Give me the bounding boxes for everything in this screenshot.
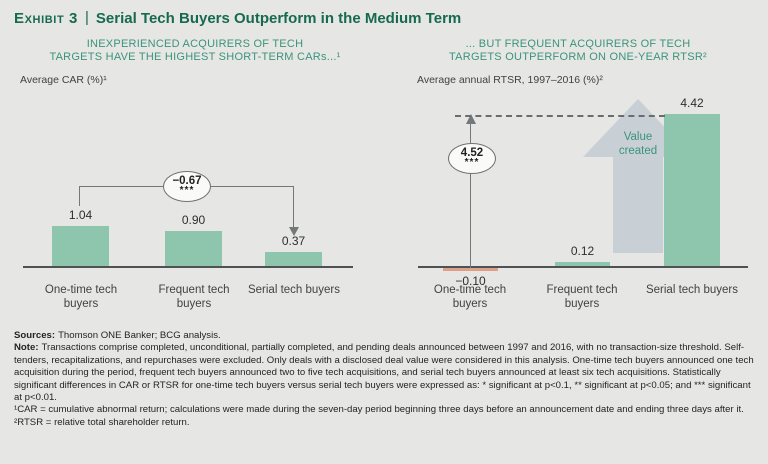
left-chart-panel: INEXPERIENCED ACQUIRERS OF TECH TARGETS … — [14, 34, 376, 324]
footnote-rtsr: ²RTSR = relative total shareholder retur… — [14, 416, 190, 428]
right-chart-subtitle: ... BUT FREQUENT ACQUIRERS OF TECH TARGE… — [400, 38, 756, 64]
bar-slot-frequent: 0.12 — [555, 116, 610, 266]
right-category-labels: One-time tech buyers Frequent tech buyer… — [400, 284, 756, 318]
significance-line — [470, 121, 471, 268]
bar-value-label: 1.04 — [68, 208, 93, 222]
bracket-stub-right — [293, 186, 294, 228]
bar-serial-tech-buyers — [265, 252, 322, 266]
footnote-car: ¹CAR = cumulative abnormal return; calcu… — [14, 404, 744, 416]
bar-slot-serial: 0.37 — [265, 116, 322, 266]
bracket-stub-left — [79, 186, 80, 206]
note-text: Transactions comprise completed, uncondi… — [14, 342, 754, 404]
left-chart-plot: −0.67 *** 1.04 0.90 0.37 — [23, 116, 353, 268]
value-created-label: Value created — [618, 131, 658, 157]
significance-stars: *** — [179, 185, 195, 196]
sources-line: Sources: Thomson ONE Banker; BCG analysis… — [14, 330, 756, 342]
category-one-time: One-time tech buyers — [433, 284, 507, 310]
bar-serial-tech-buyers — [664, 114, 720, 266]
bar-value-label: 4.42 — [680, 96, 704, 110]
significance-badge-left: −0.67 *** — [163, 171, 211, 202]
bar-one-time-tech-buyers — [52, 226, 109, 266]
note-line: Note: Transactions comprise completed, un… — [14, 342, 756, 404]
left-axis-label: Average CAR (%)¹ — [20, 74, 107, 86]
category-frequent: Frequent tech buyers — [158, 284, 230, 310]
bar-slot-serial: 4.42 — [664, 96, 720, 266]
significance-arrowhead-icon — [465, 114, 476, 124]
left-category-labels: One-time tech buyers Frequent tech buyer… — [14, 284, 376, 318]
footnotes: Sources: Thomson ONE Banker; BCG analysis… — [14, 330, 756, 429]
title-divider: | — [84, 9, 89, 26]
dashed-reference-line — [455, 115, 665, 117]
bar-value-label: 0.12 — [570, 244, 595, 258]
category-serial: Serial tech buyers — [247, 284, 341, 296]
right-axis-label: Average annual RTSR, 1997–2016 (%)² — [417, 74, 603, 86]
bar-frequent-tech-buyers — [555, 262, 610, 266]
left-subtitle-line2: TARGETS HAVE THE HIGHEST SHORT-TERM CARs… — [49, 51, 341, 63]
category-frequent: Frequent tech buyers — [546, 284, 618, 310]
bar-value-label: 0.90 — [181, 213, 206, 227]
right-subtitle-line2: TARGETS OUTPERFORM ON ONE-YEAR RTSR² — [449, 51, 707, 63]
bar-slot-one-time: −0.10 — [443, 116, 498, 288]
right-chart-panel: ... BUT FREQUENT ACQUIRERS OF TECH TARGE… — [400, 34, 756, 324]
bracket-arrowhead-icon — [288, 227, 299, 236]
bar-frequent-tech-buyers — [165, 231, 222, 266]
sources-text: Thomson ONE Banker; BCG analysis. — [58, 330, 221, 341]
bar-value-label: −0.10 — [455, 274, 486, 288]
bar-value-label: 0.37 — [281, 234, 306, 248]
significance-stars: *** — [464, 157, 480, 168]
sources-label: Sources: — [14, 330, 56, 341]
bar-slot-frequent: 0.90 — [165, 116, 222, 266]
right-chart-plot: Value created 4.52 *** −0.10 0.12 4.42 — [418, 96, 748, 288]
category-one-time: One-time tech buyers — [44, 284, 118, 310]
exhibit-title: Exhibit 3 | Serial Tech Buyers Outperform … — [14, 9, 462, 27]
exhibit-number: Exhibit 3 — [14, 10, 78, 27]
bar-one-time-tech-buyers — [443, 268, 498, 271]
bar-slot-one-time: 1.04 — [52, 116, 109, 266]
category-serial: Serial tech buyers — [645, 284, 739, 296]
page-title: Serial Tech Buyers Outperform in the Med… — [95, 10, 462, 27]
left-chart-subtitle: INEXPERIENCED ACQUIRERS OF TECH TARGETS … — [14, 38, 376, 64]
significance-badge-right: 4.52 *** — [448, 143, 496, 174]
note-label: Note: — [14, 342, 39, 354]
left-subtitle-line1: INEXPERIENCED ACQUIRERS OF TECH — [86, 38, 304, 50]
significance-value: −0.67 — [172, 175, 202, 187]
significance-value: 4.52 — [460, 147, 484, 159]
right-subtitle-line1: ... BUT FREQUENT ACQUIRERS OF TECH — [465, 38, 691, 50]
